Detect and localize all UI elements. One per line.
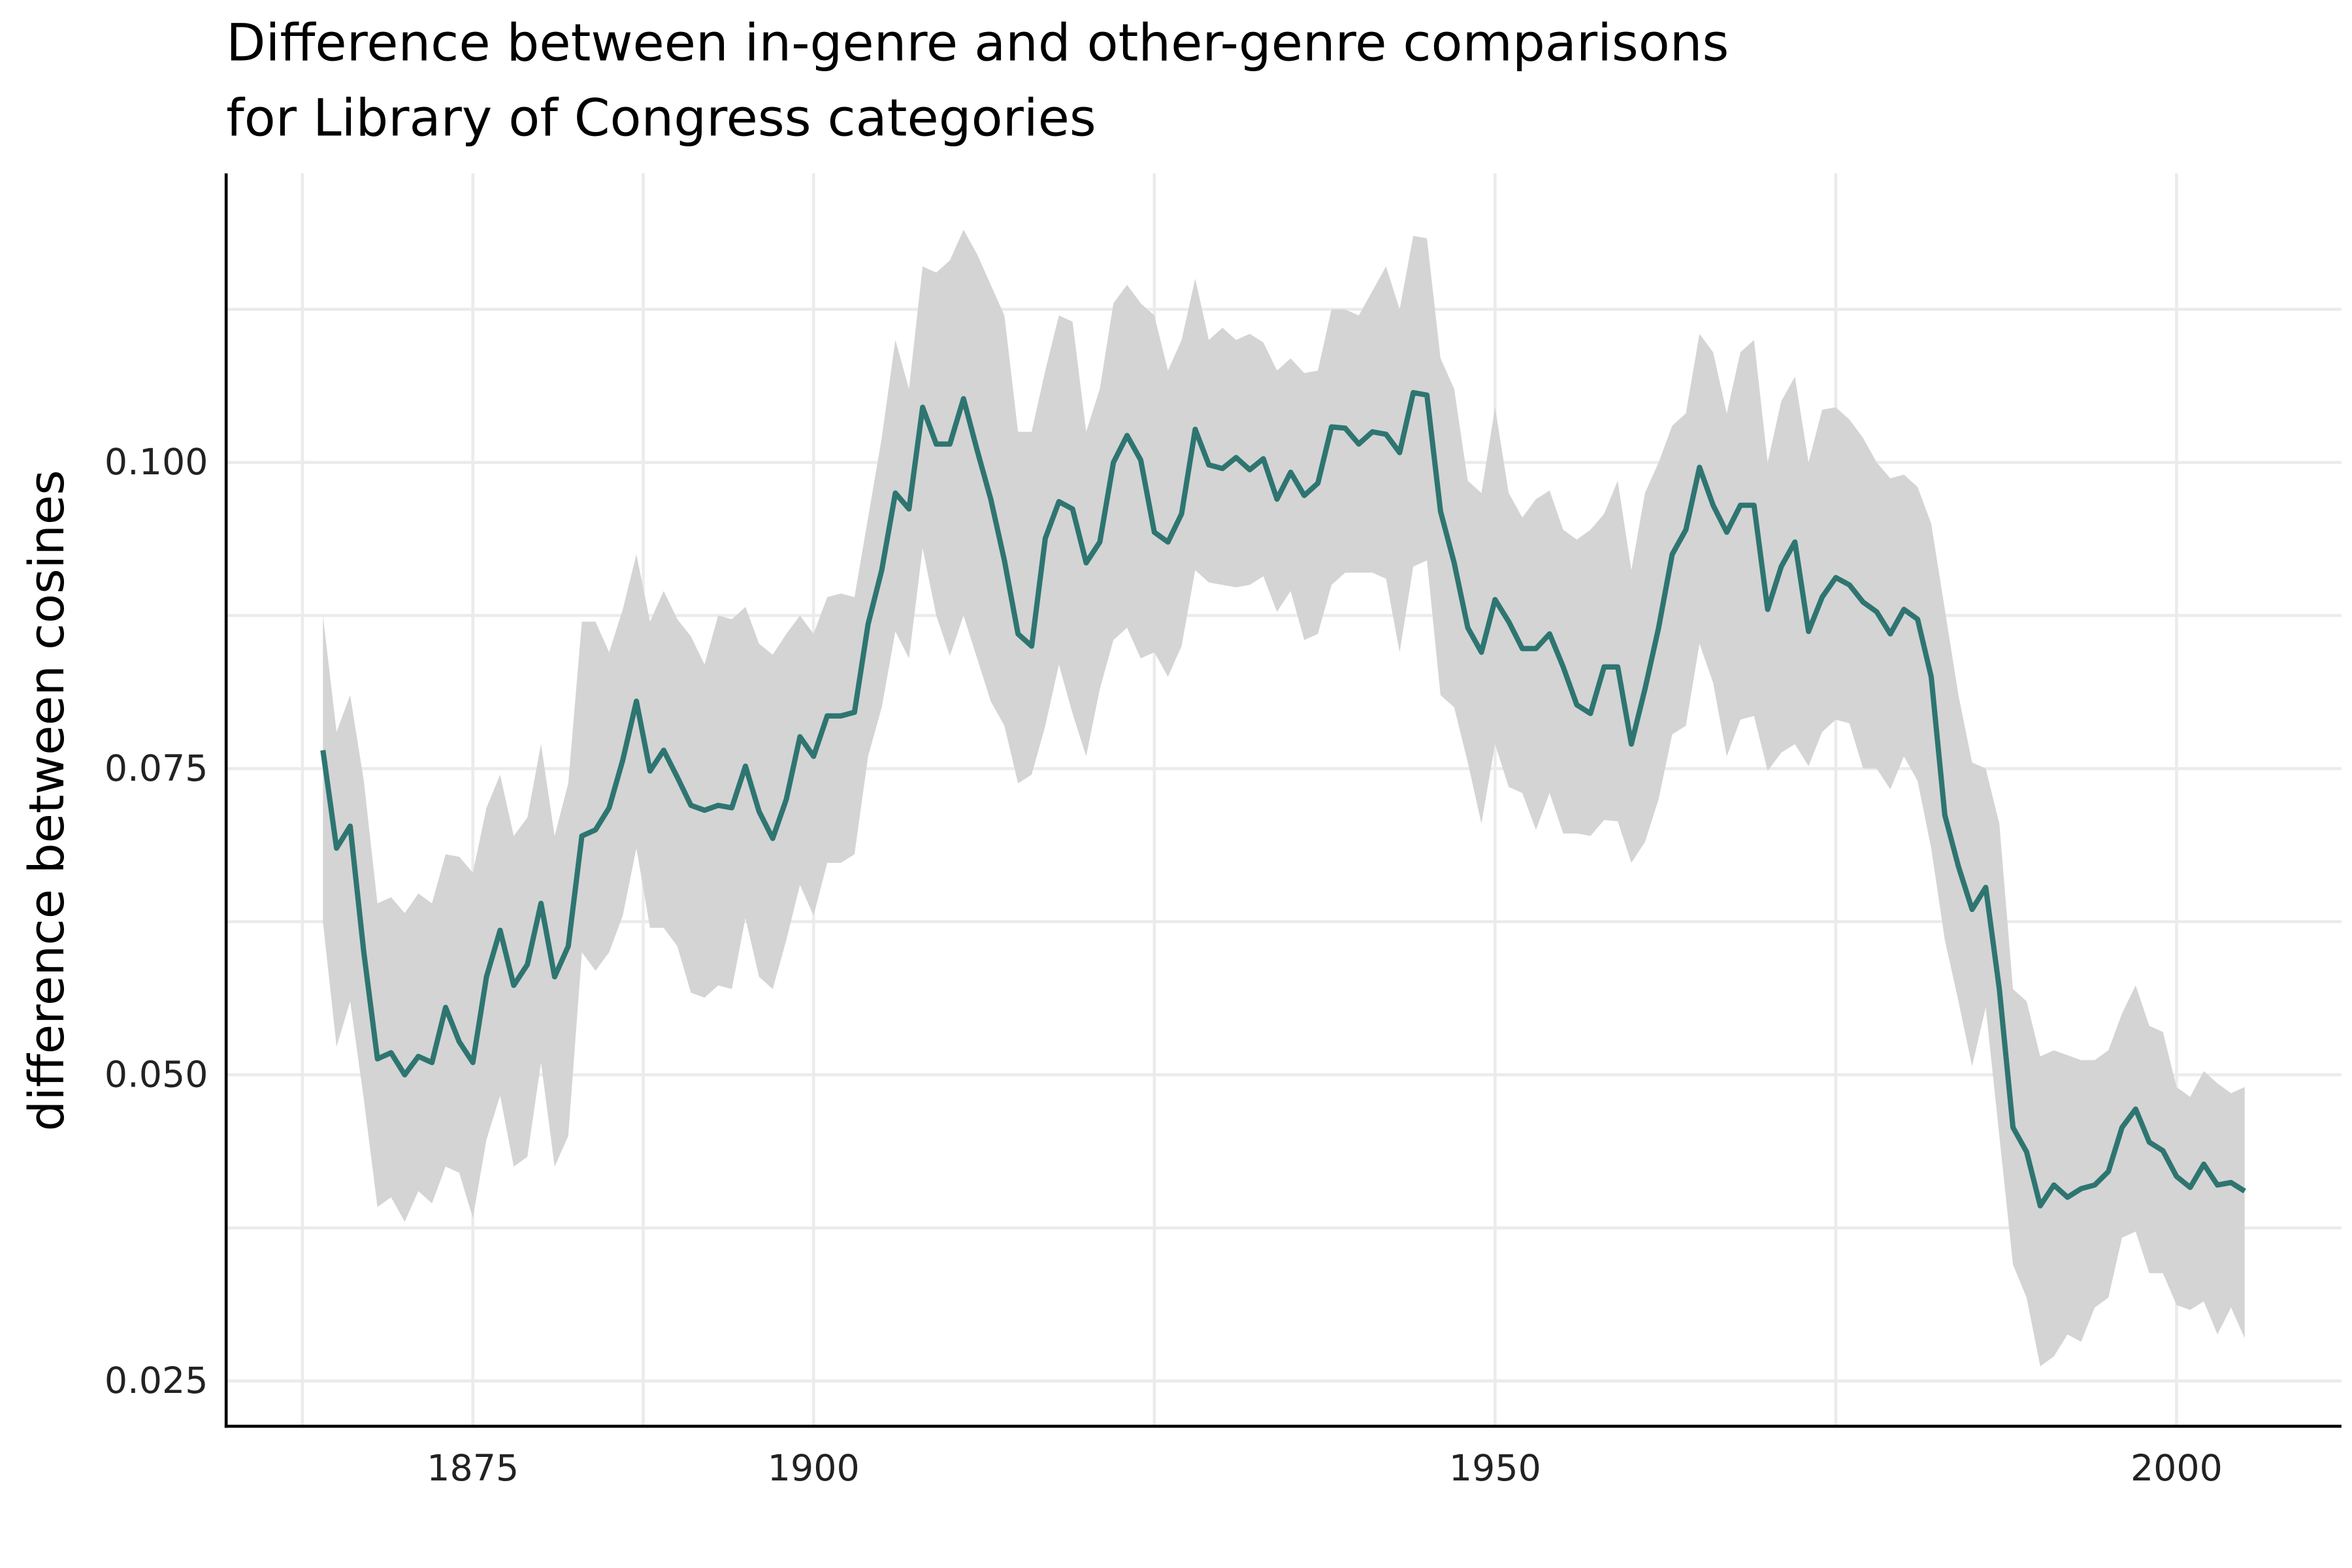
- x-tick-label: 1900: [768, 1448, 860, 1490]
- y-tick-label: 0.050: [105, 1054, 208, 1096]
- x-tick-label: 1875: [427, 1448, 519, 1490]
- x-tick-label: 2000: [2131, 1448, 2223, 1490]
- chart-title: for Library of Congress categories: [226, 88, 1096, 148]
- y-tick-label: 0.075: [105, 748, 208, 790]
- y-tick-label: 0.025: [105, 1360, 208, 1402]
- grid: [226, 173, 2342, 1427]
- plot-area: [320, 229, 2246, 1367]
- line: [320, 389, 2246, 1209]
- y-axis-label: difference between cosines: [19, 470, 75, 1131]
- x-tick-label: 1950: [1449, 1448, 1541, 1490]
- y-tick-label: 0.100: [105, 442, 208, 483]
- chart-title: Difference between in-genre and other-ge…: [226, 12, 1729, 73]
- confidence-band: [323, 229, 2245, 1367]
